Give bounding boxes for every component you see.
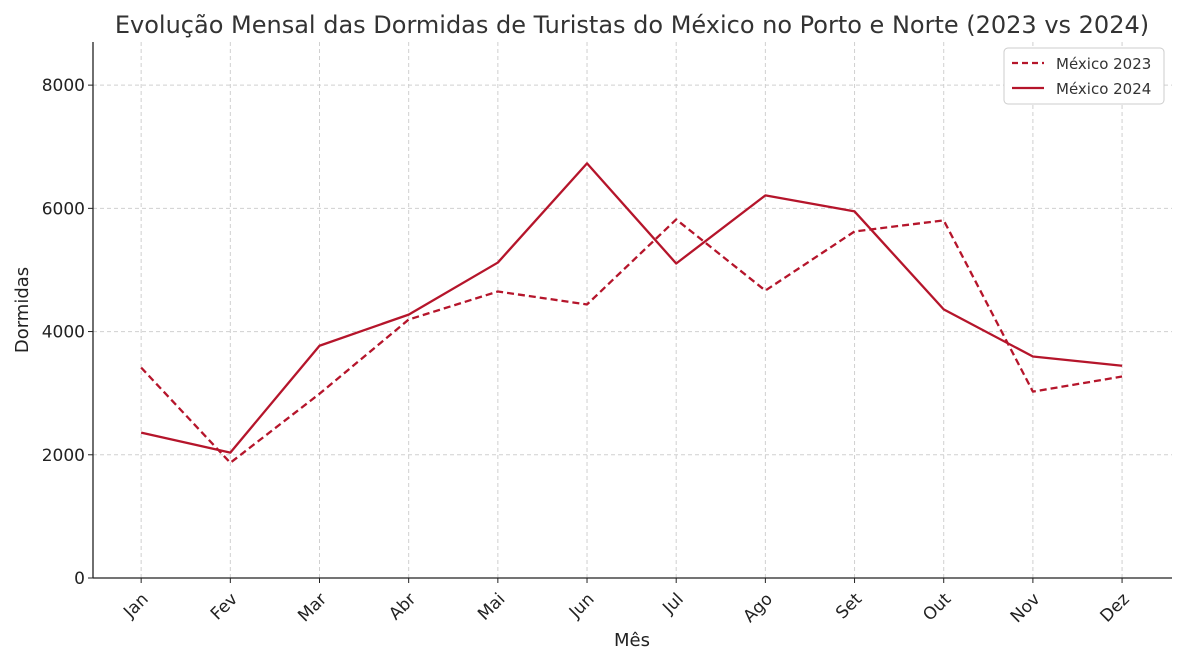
x-tick-label: Set (832, 589, 866, 623)
x-tick-label: Jul (658, 589, 687, 618)
legend: México 2023 México 2024 (1003, 47, 1165, 105)
y-tick-label: 8000 (42, 76, 85, 96)
x-tick-label: Nov (1007, 589, 1045, 627)
y-tick-label: 2000 (42, 446, 85, 466)
series-line-méxico-2023 (140, 218, 1123, 464)
x-tick-label: Dez (1096, 589, 1133, 626)
x-tick-label: Mai (474, 589, 509, 624)
legend-label-2024: México 2024 (1056, 80, 1151, 98)
y-tick-label: 0 (74, 569, 85, 589)
x-tick-label: Jan (119, 589, 152, 622)
y-tick-label: 4000 (42, 323, 85, 343)
y-tick-label: 6000 (42, 199, 85, 219)
x-axis-label: Mês (614, 630, 650, 651)
x-tick-label: Fev (207, 589, 242, 624)
x-tick-label: Mar (294, 589, 331, 626)
x-tick-label: Abr (385, 589, 420, 624)
series-line-méxico-2024 (140, 162, 1123, 454)
y-axis-label: Dormidas (12, 267, 33, 353)
x-tick-label: Ago (740, 589, 777, 626)
x-tick-label: Jun (565, 589, 599, 623)
x-tick-label: Out (919, 589, 955, 625)
legend-label-2023: México 2023 (1056, 55, 1151, 73)
chart-title: Evolução Mensal das Dormidas de Turistas… (115, 11, 1149, 39)
